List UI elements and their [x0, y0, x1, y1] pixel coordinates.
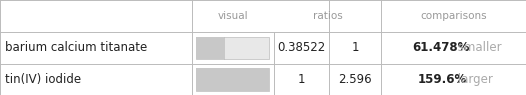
Text: ratios: ratios — [312, 11, 342, 21]
Text: visual: visual — [217, 11, 248, 21]
Bar — [196, 37, 225, 59]
Text: larger: larger — [454, 73, 493, 86]
Text: smaller: smaller — [454, 42, 502, 54]
Bar — [196, 37, 269, 59]
Text: barium calcium titanate: barium calcium titanate — [5, 42, 147, 54]
Text: 1: 1 — [297, 73, 305, 86]
Text: tin(IV) iodide: tin(IV) iodide — [5, 73, 82, 86]
Text: 2.596: 2.596 — [338, 73, 372, 86]
Text: 61.478%: 61.478% — [412, 42, 469, 54]
Text: 0.38522: 0.38522 — [277, 42, 325, 54]
Bar — [196, 68, 269, 91]
Text: comparisons: comparisons — [420, 11, 487, 21]
Text: 159.6%: 159.6% — [418, 73, 467, 86]
Bar — [196, 68, 269, 91]
Text: 1: 1 — [351, 42, 359, 54]
